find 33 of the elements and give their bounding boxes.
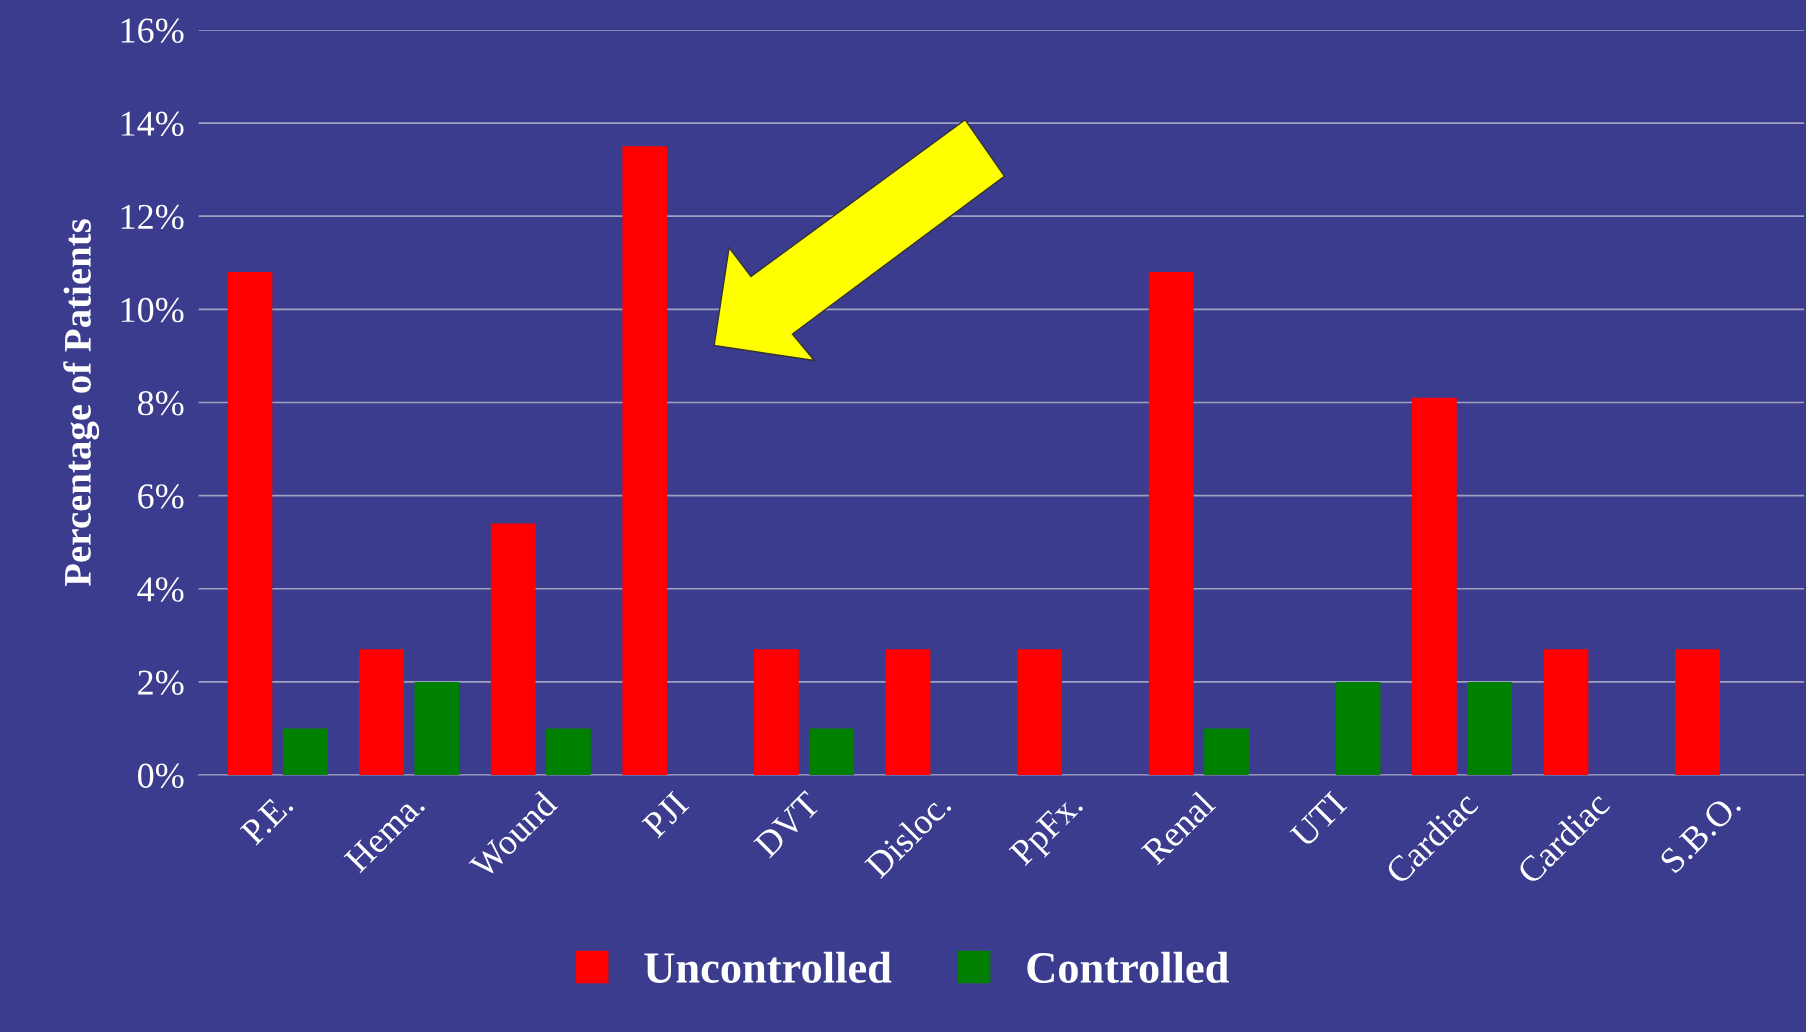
y-tick-label: 4% <box>137 577 184 602</box>
bar <box>809 728 855 776</box>
bar <box>414 681 460 776</box>
bar <box>1467 681 1513 776</box>
bar <box>1412 397 1457 776</box>
bar <box>885 649 931 776</box>
bar <box>490 523 536 776</box>
y-tick-label: 16% <box>121 18 184 43</box>
y-tick-label: 2% <box>138 670 184 695</box>
bar <box>227 272 273 776</box>
legend-label: Uncontrolled <box>644 951 892 983</box>
bar <box>1204 728 1249 776</box>
x-tick-label: UTI <box>1289 790 1348 849</box>
legend-label: Controlled <box>1027 951 1229 983</box>
bar <box>282 728 328 776</box>
y-tick-label: 12% <box>121 204 184 230</box>
y-tick-label: 10% <box>121 297 184 323</box>
bar <box>622 146 668 776</box>
bar <box>1335 681 1381 776</box>
bar <box>754 649 799 776</box>
bar <box>1017 649 1062 776</box>
x-tick-label: P.E. <box>239 791 295 846</box>
y-tick-label: 8% <box>138 390 184 416</box>
y-tick-label: 6% <box>138 484 184 509</box>
x-tick-label: PJI <box>641 790 690 839</box>
y-tick-label: 0% <box>138 763 184 789</box>
bar <box>1148 272 1194 776</box>
bar <box>1675 649 1720 776</box>
y-tick-label: 14% <box>121 111 184 137</box>
y-axis-title: Percentage of Patients <box>63 219 100 587</box>
bar <box>546 728 591 776</box>
bar <box>359 649 404 776</box>
bar <box>1543 649 1589 776</box>
